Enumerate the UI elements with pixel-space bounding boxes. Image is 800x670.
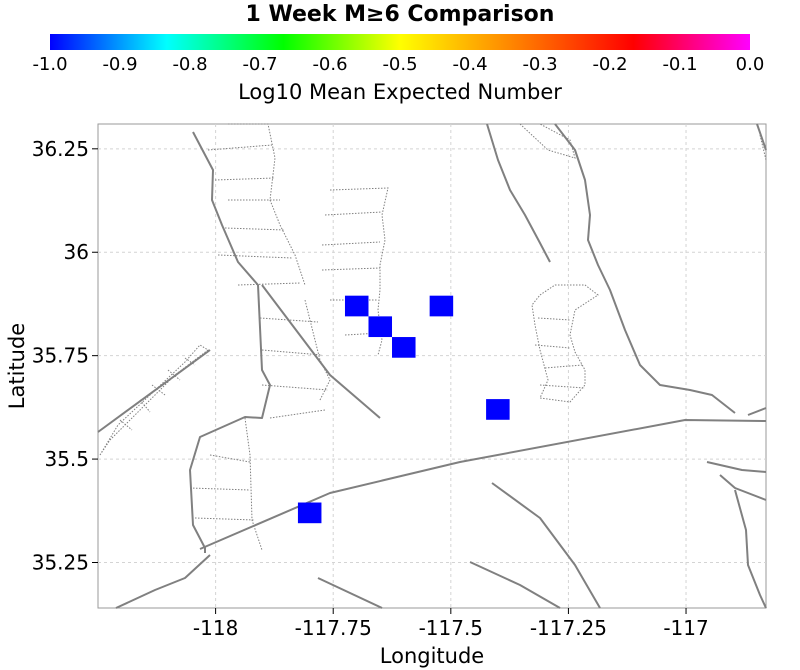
- fault-zone-edge: [304, 299, 331, 401]
- hatch-line: [139, 399, 151, 413]
- forecast-cell: [344, 295, 369, 317]
- fault-line: [756, 123, 767, 151]
- forecast-cell: [368, 316, 393, 338]
- forecast-cell: [429, 295, 454, 317]
- x-tick-label: -117.75: [295, 616, 372, 640]
- forecast-cell: [392, 337, 416, 358]
- forecast-cell: [486, 399, 510, 420]
- fault-line: [261, 284, 381, 419]
- grid-lines: [98, 124, 766, 608]
- fault-line: [486, 123, 551, 263]
- y-axis-label: Latitude: [5, 323, 29, 409]
- hatch-line: [237, 282, 301, 286]
- y-tick-label: 36: [64, 240, 89, 264]
- x-tick-label: -117: [663, 616, 708, 640]
- x-axis-ticks: -118 -117.75 -117.5 -117.25 -117: [193, 608, 709, 640]
- fault-line: [189, 131, 271, 553]
- x-axis-label: Longitude: [380, 644, 484, 668]
- colorbar-tick-label: -0.9: [102, 54, 138, 75]
- y-tick-label: 35.75: [32, 344, 89, 368]
- fault-line: [491, 482, 601, 609]
- fault-zone-edge: [99, 344, 209, 456]
- hatch-line: [214, 177, 276, 181]
- y-tick-label: 35.5: [44, 447, 89, 471]
- fault-zone-edge: [531, 284, 599, 403]
- hatch-line: [321, 267, 381, 271]
- colorbar-label: Log10 Mean Expected Number: [238, 80, 562, 104]
- fault-line: [734, 489, 767, 609]
- fault-zone-edge: [224, 227, 286, 231]
- fault-line: [199, 419, 767, 550]
- fault-line: [115, 554, 211, 609]
- hatch-line: [217, 254, 293, 259]
- x-tick-label: -117.5: [419, 616, 483, 640]
- colorbar-tick-label: -0.4: [452, 54, 488, 75]
- colorbar-tick-label: -0.6: [312, 54, 348, 75]
- fault-line: [554, 123, 736, 414]
- fault-line: [706, 461, 767, 473]
- plot-frame: [97, 123, 767, 609]
- forecast-cells: [297, 295, 510, 524]
- fault-zone-edge: [519, 123, 576, 159]
- fault-zone-outlines: [99, 123, 767, 551]
- hatch-line: [119, 419, 133, 431]
- colorbar-tick-label: -0.8: [172, 54, 208, 75]
- hatch-line: [209, 454, 251, 463]
- colorbar-tick-label: -0.2: [592, 54, 628, 75]
- fault-zone-edge: [244, 417, 263, 551]
- hatch-line: [261, 349, 323, 356]
- colorbar-tick-label: -0.5: [382, 54, 418, 75]
- fault-line: [719, 474, 767, 501]
- fault-line: [747, 407, 767, 416]
- hatch-line: [167, 369, 181, 381]
- hatch-line: [261, 384, 329, 391]
- colorbar-tick-label: -0.3: [522, 54, 558, 75]
- colorbar-tick-label: 0.0: [735, 54, 765, 75]
- colorbar-tick-label: -0.7: [242, 54, 278, 75]
- colorbar: [50, 34, 750, 50]
- colorbar-tick-label: -1.0: [32, 54, 68, 75]
- hatch-line: [184, 357, 196, 366]
- y-tick-label: 35.25: [32, 550, 89, 574]
- x-tick-label: -117.25: [530, 616, 607, 640]
- hatch-line: [324, 211, 383, 216]
- hatch-line: [537, 317, 571, 321]
- hatch-line: [544, 364, 583, 369]
- fault-zone-edge: [759, 134, 767, 161]
- hatch-line: [194, 517, 256, 521]
- hatch-line: [321, 241, 381, 246]
- fault-zone-hatching: [119, 144, 586, 521]
- chart-title: 1 Week M≥6 Comparison: [245, 2, 555, 27]
- fault-zone-edge: [269, 409, 326, 419]
- hatch-line: [259, 317, 319, 323]
- y-tick-label: 36.25: [32, 137, 89, 161]
- hatch-line: [189, 487, 251, 491]
- x-tick-label: -118: [193, 616, 238, 640]
- y-axis-ticks: 35.25 35.5 35.75 36 36.25: [32, 137, 98, 574]
- fault-line: [317, 577, 383, 609]
- fault-line: [469, 561, 561, 609]
- colorbar-tick-label: -0.1: [662, 54, 698, 75]
- forecast-cell: [297, 502, 322, 524]
